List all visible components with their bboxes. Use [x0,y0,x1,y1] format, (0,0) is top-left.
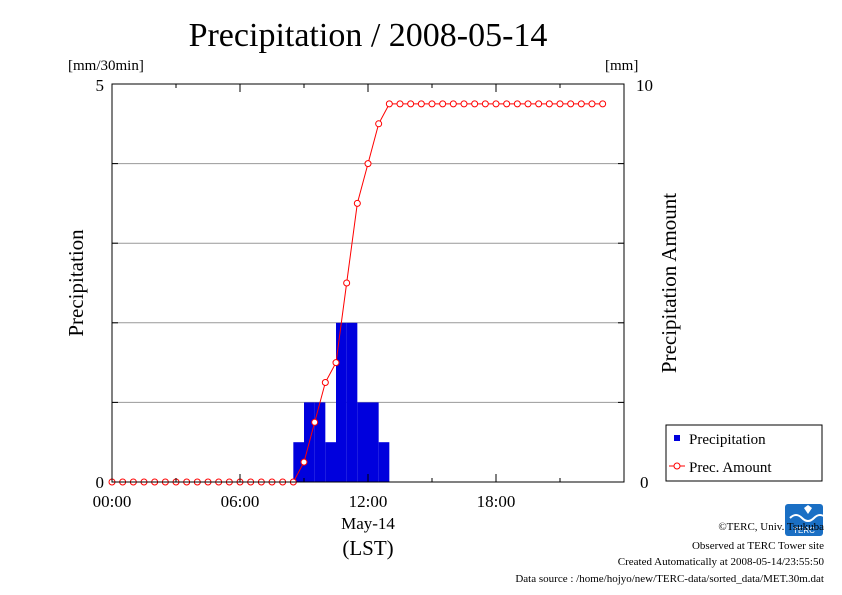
x-date-label: May-14 [341,514,395,533]
right-unit-label: [mm] [605,58,638,74]
y-right-min-label: 0 [640,473,649,492]
amount-point [567,100,575,108]
amount-point [577,100,585,108]
amount-point [556,100,564,108]
amount-point [375,120,383,128]
amount-point [481,100,489,108]
amount-point [439,100,447,108]
grid-lines [112,163,624,403]
legend: Precipitation Prec. Amount [665,424,823,482]
amount-point [513,100,521,108]
amount-point [471,100,479,108]
footer-source: Data source : /home/hojyo/new/TERC-data/… [515,573,824,585]
amount-point [492,100,500,108]
legend-amount-label: Prec. Amount [689,460,772,476]
precip-bar [357,402,368,482]
amount-point [503,100,511,108]
amount-point [385,100,393,108]
amount-point [300,458,308,466]
amount-point [524,100,532,108]
x-zone-label: (LST) [342,536,393,560]
precip-bar [314,402,326,482]
precip-bar [378,442,390,482]
precip-bar [293,442,304,482]
footer-observed: Observed at TERC Tower site [691,540,824,552]
legend-precipitation-label: Precipitation [689,432,766,448]
footer-created: Created Automatically at 2008-05-14/23:5… [617,556,824,568]
y-ticks [112,83,624,483]
amount-point [599,100,607,108]
y-right-title: Precipitation Amount [657,193,681,373]
legend-frame [665,424,823,482]
left-unit-label: [mm/30min] [68,58,144,74]
precip-bar [346,322,358,482]
amount-point [460,100,468,108]
y-right-max-label: 10 [636,76,653,95]
amount-point [407,100,415,108]
x-tick-label: 18:00 [477,492,516,511]
y-left-min-label: 0 [96,473,105,492]
amount-point [588,100,596,108]
x-ticks: 00:00 06:00 12:00 18:00 [93,84,625,511]
amount-point [396,100,404,108]
logo-text: TERC [793,526,815,535]
legend-bar-swatch [674,435,680,441]
amount-point [428,100,436,108]
terc-logo: TERC [785,504,827,536]
amount-point [321,379,329,386]
amount-point [353,199,361,207]
amount-point [535,100,543,108]
y-left-title: Precipitation [64,229,88,337]
x-tick-label: 12:00 [349,492,388,511]
precip-bar [336,322,347,482]
x-tick-label: 00:00 [93,492,132,511]
y-left-max-label: 5 [96,76,105,95]
footer-copyright: ©TERC, Univ. Tsukuba [718,521,824,533]
legend-line-marker [673,462,681,470]
amount-point [343,279,351,287]
precip-bar [368,402,379,482]
precipitation-bars [293,322,390,482]
amount-point [449,100,457,108]
amount-point [332,359,340,367]
amount-point [311,418,319,426]
amount-point [417,100,425,108]
precip-bar [325,442,336,482]
x-tick-label: 06:00 [221,492,260,511]
amount-point [545,100,553,108]
chart-title: Precipitation / 2008-05-14 [189,17,548,54]
amount-point [364,160,372,168]
